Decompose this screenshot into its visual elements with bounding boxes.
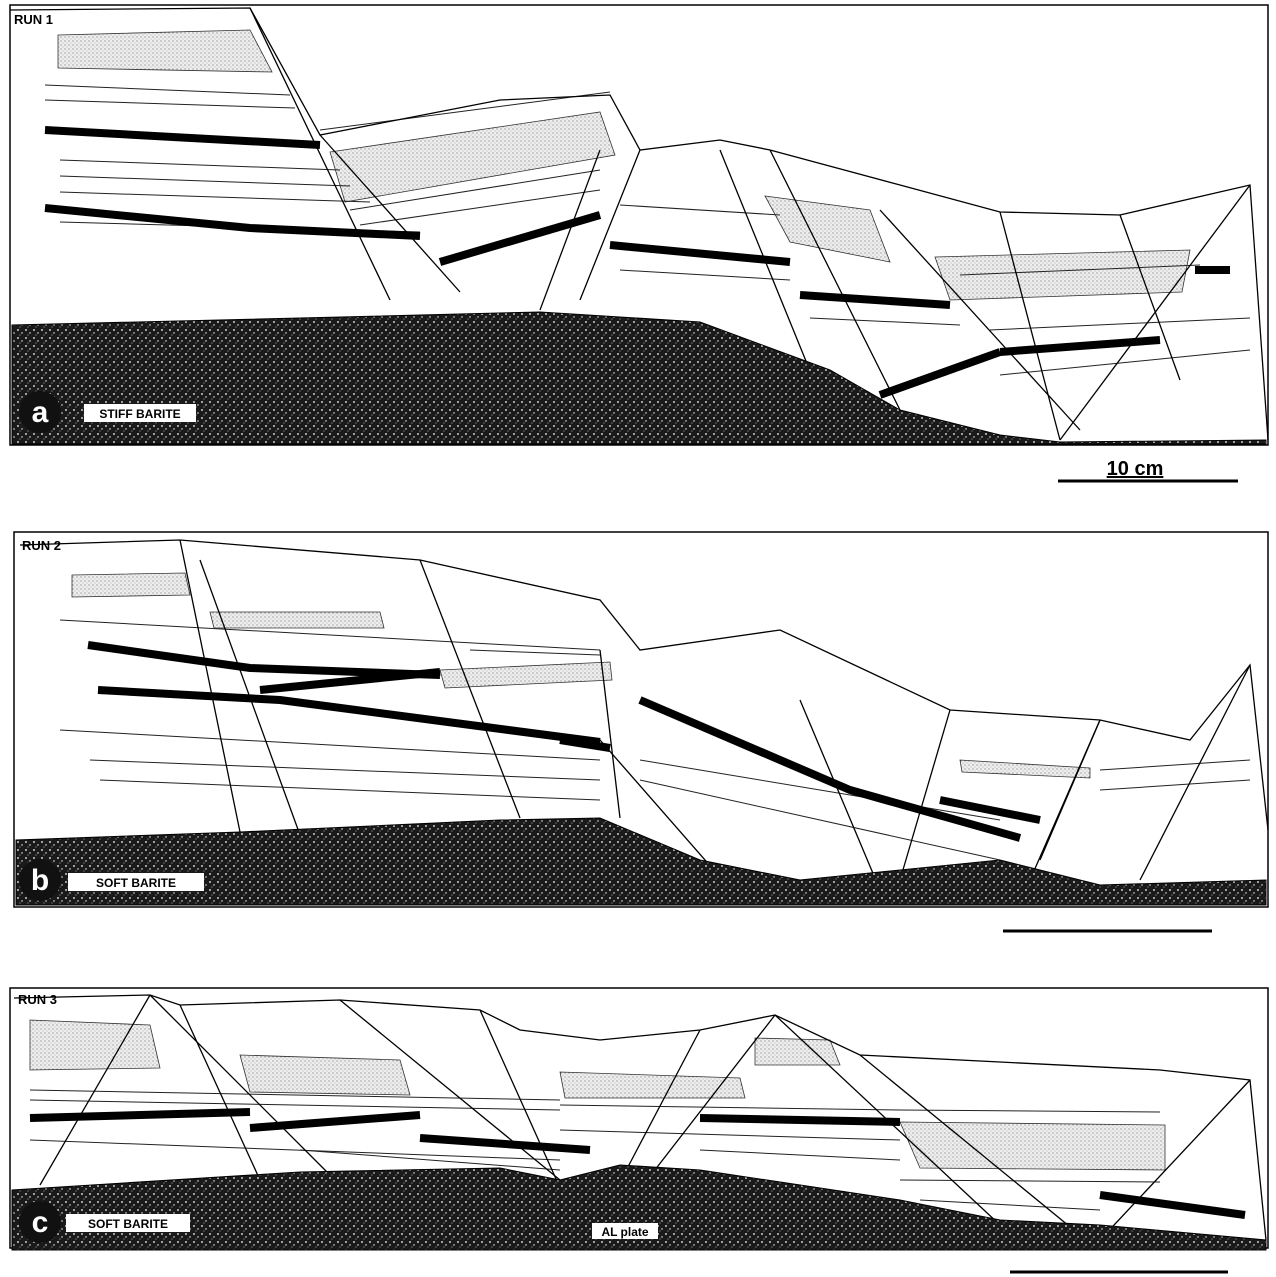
stipple-layer [330,112,615,202]
layer-line [700,1150,900,1160]
fault [900,710,950,880]
layer-line [45,85,290,95]
stipple-layer [72,573,190,597]
panel-letter: b [31,864,49,897]
layer-line [900,1180,1160,1182]
layer-line [1100,760,1250,770]
material-label: SOFT BARITE [88,1217,168,1231]
layer-line [300,1150,560,1170]
layer-line [30,1100,560,1110]
panel-letter: c [32,1206,49,1239]
layer-line [470,650,600,655]
marker-layer [30,1112,250,1118]
scale-label: 10 cm [1107,458,1164,480]
run-label: RUN 1 [14,12,53,27]
figure: RUN 1 a STIFF BARITE 10 cm RUN 2 b SOFT … [0,0,1276,1277]
fault [180,540,240,832]
run-label: RUN 3 [18,992,57,1007]
layer-line [900,1110,1160,1112]
marker-layer [420,1138,590,1150]
layer-line [620,270,790,280]
stipple-layer [240,1055,410,1095]
stipple-layer [58,30,272,72]
stipple-layer [935,250,1190,300]
layer-line [60,160,340,170]
model-outline [20,540,1268,830]
marker-layer [700,1118,900,1122]
fault [1140,665,1250,880]
layer-line [60,176,350,186]
marker-layer [880,352,1000,395]
stipple-layer [560,1072,745,1098]
layer-line [100,780,600,800]
layer-line [560,1105,900,1110]
layer-line [45,100,295,108]
stipple-layer [755,1038,840,1065]
marker-layer [440,215,600,262]
layer-line [60,192,370,202]
marker-layer [610,245,790,262]
marker-layer [88,645,440,675]
fault [1000,212,1060,440]
marker-layer [800,295,950,305]
panel-letter: a [32,396,49,429]
stipple-layer [765,196,890,262]
fault [880,210,1080,430]
layer-line [920,1200,1100,1210]
plate-label: AL plate [601,1225,648,1239]
stipple-layer [210,612,384,628]
run-label: RUN 2 [22,538,61,553]
material-label: SOFT BARITE [96,876,176,890]
material-label: STIFF BARITE [99,407,180,421]
marker-layer [98,690,600,742]
fault [1040,720,1100,860]
stipple-layer [960,760,1090,778]
layer-line [1100,780,1250,790]
marker-layer [250,1115,420,1128]
stipple-layer [30,1020,160,1070]
layer-line [560,1130,900,1140]
marker-layer [560,740,610,748]
basement [12,312,1266,444]
layer-line [810,318,960,325]
marker-layer [1100,1195,1245,1215]
layer-line [90,760,600,780]
marker-layer [1000,340,1160,352]
stipple-layer [440,662,612,688]
basement [16,818,1266,905]
fault [420,560,520,818]
layer-line [620,205,780,215]
marker-layer [45,130,320,145]
fault [1120,215,1180,380]
layer-line [640,760,1000,820]
drawing [10,5,1268,1250]
stipple-layer [900,1122,1165,1170]
marker-layer [45,208,420,236]
fault [580,150,640,300]
